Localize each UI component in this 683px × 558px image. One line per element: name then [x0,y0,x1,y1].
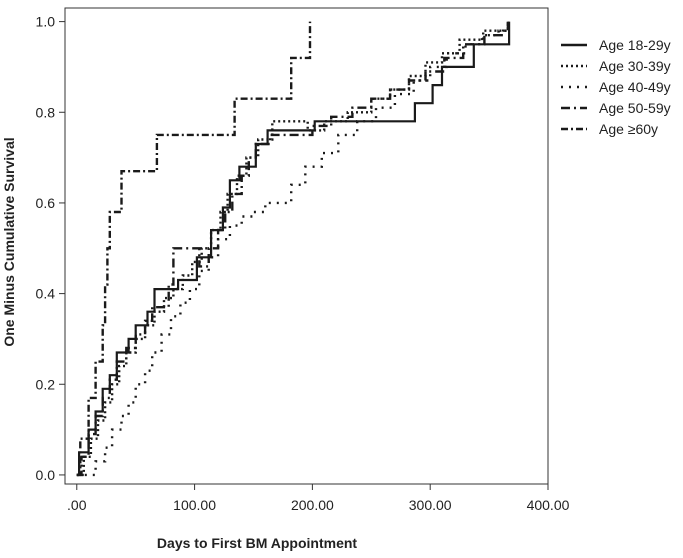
legend-label-2: Age 30-39y [599,58,671,74]
y-axis-title: One Minus Cumulative Survival [1,137,17,346]
plot-frame [64,7,549,485]
legend-label-3: Age 40-49y [599,79,671,95]
legend-label-1: Age 18-29y [599,37,671,53]
series-line-2 [76,21,510,477]
x-axis-title: Days to First BM Appointment [157,535,357,551]
y-tick-label: 0.2 [36,376,56,392]
series-line-4 [76,21,510,477]
x-tick-label: 400.00 [527,497,570,513]
legend: Age 18-29y Age 30-39y Age 40-49y Age 50-59y… [561,37,671,137]
y-tick-label: 0.8 [36,104,56,120]
y-tick-label: 0.0 [36,467,56,483]
x-tick-label: 300.00 [409,497,452,513]
series-line-3 [76,21,510,477]
x-axis: .00 100.00 200.00 300.00 400.00 [67,484,570,513]
series-line-5 [76,21,312,477]
x-tick-label: 200.00 [291,497,334,513]
legend-label-4: Age 50-59y [599,100,671,116]
legend-label-5: Age ≥60y [599,121,658,137]
series-line-1 [76,21,511,476]
x-tick-label: 100.00 [173,497,216,513]
y-axis: 0.0 0.2 0.4 0.6 0.8 1.0 [36,14,65,483]
series-layer [76,21,511,477]
y-tick-label: 1.0 [36,14,56,30]
x-tick-label: .00 [67,497,87,513]
y-tick-label: 0.4 [36,286,56,302]
y-tick-label: 0.6 [36,195,56,211]
